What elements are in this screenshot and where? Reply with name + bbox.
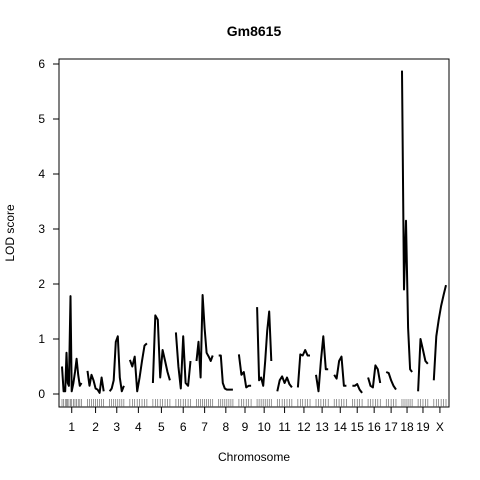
lod-series-chr-6 <box>174 332 192 390</box>
x-tick-label: 4 <box>135 420 142 434</box>
x-tick-label: 6 <box>180 420 187 434</box>
lod-series-chr-X <box>432 284 447 381</box>
x-tick-label: 2 <box>92 420 99 434</box>
x-tick-label: 17 <box>384 420 398 434</box>
lod-series-chr-4 <box>128 342 148 393</box>
x-axis-title: Chromosome <box>218 450 290 464</box>
y-tick-label: 4 <box>38 167 45 181</box>
x-tick-label: 12 <box>297 420 311 434</box>
y-tick-label: 1 <box>38 332 45 346</box>
lod-series-chr-14 <box>333 355 347 387</box>
lod-series-chr-2 <box>86 370 105 394</box>
plot-frame <box>58 58 450 408</box>
x-tick-label: 3 <box>113 420 120 434</box>
lod-series-chr-9 <box>237 354 252 389</box>
x-tick-label: 10 <box>257 420 271 434</box>
x-tick-label: 1 <box>68 420 75 434</box>
lod-series-chr-18 <box>401 70 413 373</box>
lod-series-chr-7 <box>195 294 214 379</box>
x-tick-label: 18 <box>400 420 414 434</box>
lod-series-chr-19 <box>417 338 429 392</box>
x-tick-label: 19 <box>416 420 430 434</box>
lod-series-chr-17 <box>385 371 397 391</box>
lod-series-chr-8 <box>218 354 233 391</box>
x-axis: 1 2 3 4 5 6 7 8 9 10 11 12 13 14 15 16 17 18 19 X <box>68 407 444 434</box>
lod-series-chr-10 <box>256 307 273 387</box>
lod-lines <box>61 70 447 394</box>
lod-series-chr-1 <box>61 295 83 393</box>
y-axis-title: LOD score <box>3 204 17 262</box>
y-axis: 0 1 2 3 4 5 6 <box>38 57 59 401</box>
y-tick-label: 6 <box>38 57 45 71</box>
y-tick-label: 0 <box>38 387 45 401</box>
marker-rug <box>61 399 447 407</box>
x-tick-label: 7 <box>201 420 208 434</box>
x-tick-label: 14 <box>334 420 348 434</box>
y-tick-label: 2 <box>38 277 45 291</box>
lod-series-chr-11 <box>276 375 293 392</box>
y-tick-label: 5 <box>38 112 45 126</box>
lod-series-chr-13 <box>315 335 329 393</box>
x-tick-label: 5 <box>158 420 165 434</box>
lod-series-chr-3 <box>108 335 125 393</box>
y-tick-label: 3 <box>38 222 45 236</box>
lod-series-chr-16 <box>367 364 382 389</box>
lod-series-chr-5 <box>151 314 171 384</box>
lod-series-chr-12 <box>296 349 310 388</box>
x-tick-label: 13 <box>315 420 329 434</box>
x-tick-label: 8 <box>222 420 229 434</box>
x-tick-label: X <box>436 420 444 434</box>
x-tick-label: 16 <box>367 420 381 434</box>
lod-series-chr-15 <box>352 383 363 394</box>
x-tick-label: 9 <box>242 420 249 434</box>
chart-title: Gm8615 <box>227 23 282 39</box>
x-tick-label: 11 <box>278 420 291 434</box>
x-tick-label: 15 <box>351 420 365 434</box>
